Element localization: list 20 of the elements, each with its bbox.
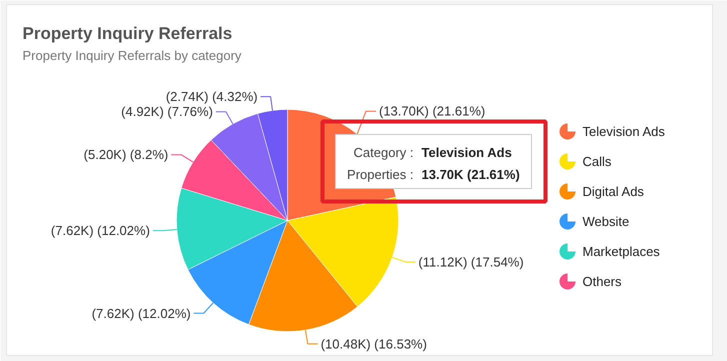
chart-subtitle: Property Inquiry Referrals by category [22,48,242,63]
legend-label: Others [582,274,622,289]
data-label: (7.62K) (12.02%) [92,306,191,321]
text: Television Ads [422,145,512,160]
data-label: (5.20K) (8.2%) [84,147,168,162]
data-label: (11.12K) (17.54%) [418,254,524,270]
text: Category : [354,145,414,160]
legend-label: Marketplaces [582,244,660,259]
legend-label: Website [582,214,630,229]
legend-label: Calls [582,154,612,169]
data-label: (2.74K) (4.32%) [166,89,258,104]
data-label: (4.92K) (7.76%) [121,104,213,120]
chart-title: Property Inquiry Referrals [22,24,232,43]
data-label: (7.62K) (12.02%) [50,223,150,238]
text: 13.70K (21.61%) [422,167,520,182]
legend-label: Digital Ads [582,184,644,199]
text: Properties : [347,167,414,182]
data-label: (13.70K) (21.61%) [378,104,486,119]
data-label: (10.48K) (16.53%) [320,336,427,352]
legend-label: Television Ads [582,124,666,139]
